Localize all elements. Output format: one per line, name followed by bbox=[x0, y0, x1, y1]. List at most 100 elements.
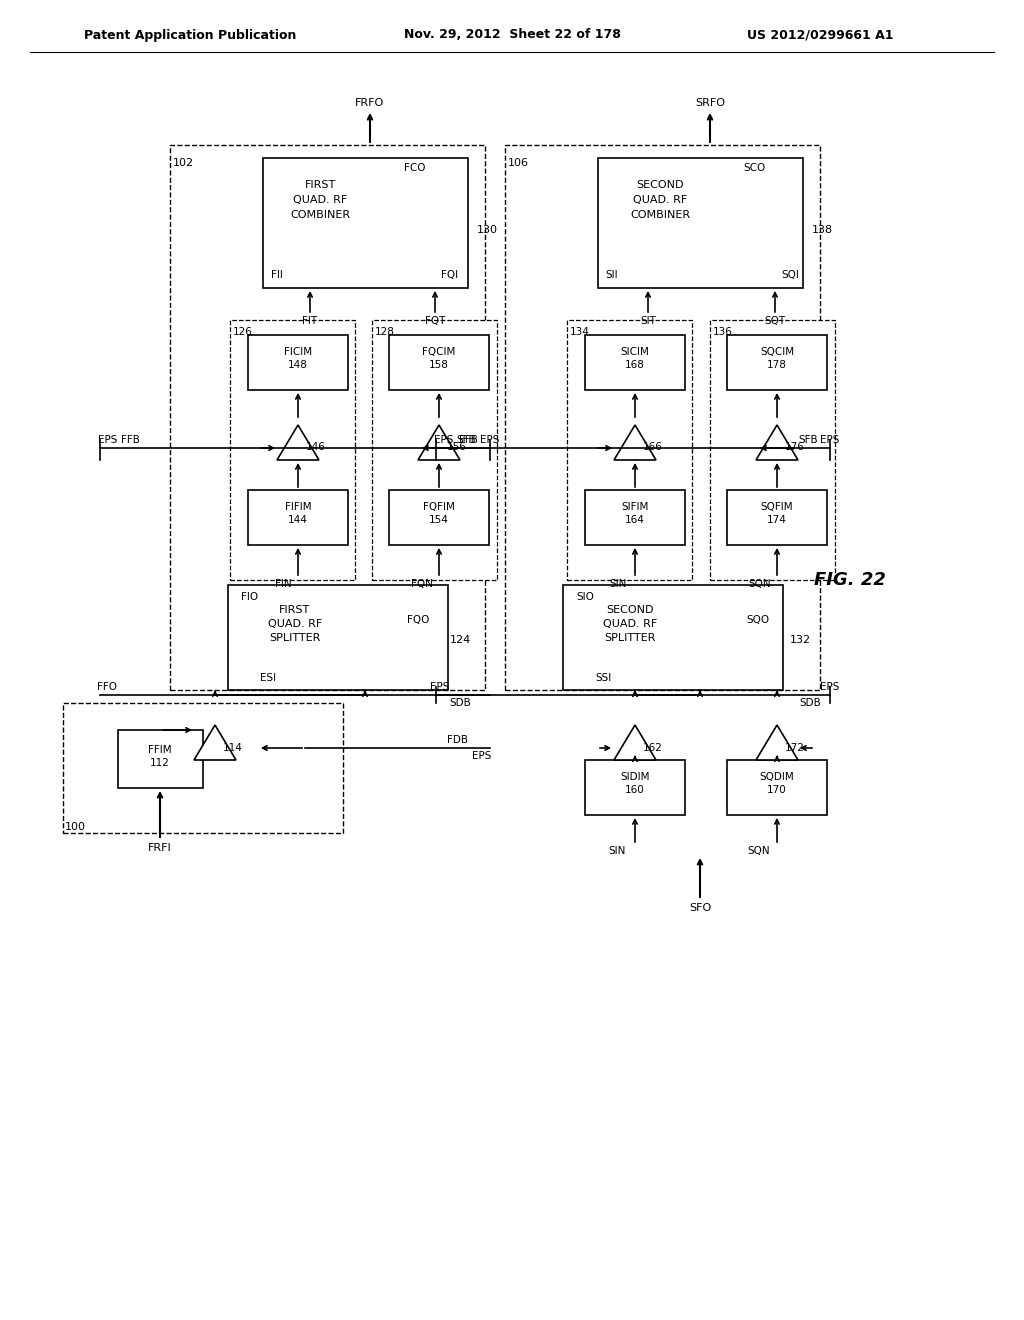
Text: SPLITTER: SPLITTER bbox=[269, 634, 321, 643]
Text: 178: 178 bbox=[767, 360, 786, 370]
Text: FQN: FQN bbox=[411, 579, 433, 589]
Bar bbox=[230, 319, 355, 579]
Text: SQT: SQT bbox=[765, 315, 785, 326]
Text: 102: 102 bbox=[172, 158, 194, 168]
Text: SFB: SFB bbox=[456, 436, 476, 445]
Bar bbox=[727, 335, 827, 389]
Text: FCO: FCO bbox=[404, 162, 426, 173]
Text: 160: 160 bbox=[625, 785, 645, 795]
Text: FFIM: FFIM bbox=[148, 744, 172, 755]
Polygon shape bbox=[418, 425, 460, 459]
Text: FIRST: FIRST bbox=[304, 180, 336, 190]
Text: SFB: SFB bbox=[798, 436, 818, 445]
Text: SIDIM: SIDIM bbox=[621, 772, 650, 781]
Text: SIO: SIO bbox=[577, 591, 594, 602]
Text: FIRST: FIRST bbox=[280, 605, 310, 615]
Bar bbox=[263, 158, 468, 288]
Text: EPS: EPS bbox=[820, 682, 840, 692]
Text: 168: 168 bbox=[625, 360, 645, 370]
Text: US 2012/0299661 A1: US 2012/0299661 A1 bbox=[746, 29, 893, 41]
Text: 166: 166 bbox=[643, 442, 663, 451]
Bar bbox=[585, 490, 685, 545]
Bar bbox=[248, 490, 348, 545]
Text: SSI: SSI bbox=[595, 673, 611, 682]
Text: 170: 170 bbox=[767, 785, 786, 795]
Text: FQCIM: FQCIM bbox=[422, 347, 456, 356]
Text: 146: 146 bbox=[306, 442, 326, 451]
Text: Nov. 29, 2012  Sheet 22 of 178: Nov. 29, 2012 Sheet 22 of 178 bbox=[403, 29, 621, 41]
Text: SIN: SIN bbox=[608, 846, 626, 855]
Text: 114: 114 bbox=[223, 743, 243, 752]
Text: EPS: EPS bbox=[430, 682, 450, 692]
Bar bbox=[63, 704, 343, 833]
Text: SQDIM: SQDIM bbox=[760, 772, 795, 781]
Text: QUAD. RF: QUAD. RF bbox=[268, 619, 323, 630]
Text: 138: 138 bbox=[811, 224, 833, 235]
Text: SRFO: SRFO bbox=[695, 98, 725, 108]
Bar bbox=[389, 335, 489, 389]
Text: SIT: SIT bbox=[640, 315, 656, 326]
Polygon shape bbox=[756, 425, 798, 459]
Text: EPS: EPS bbox=[472, 751, 492, 762]
Bar bbox=[585, 335, 685, 389]
Text: EPS: EPS bbox=[820, 436, 840, 445]
Bar bbox=[372, 319, 497, 579]
Text: 158: 158 bbox=[429, 360, 449, 370]
Bar bbox=[585, 760, 685, 814]
Text: EPS: EPS bbox=[98, 436, 118, 445]
Text: SQN: SQN bbox=[749, 579, 771, 589]
Text: SICIM: SICIM bbox=[621, 347, 649, 356]
Text: SCO: SCO bbox=[743, 162, 766, 173]
Text: FIG. 22: FIG. 22 bbox=[814, 572, 886, 589]
Text: 128: 128 bbox=[375, 327, 395, 337]
Text: FFB: FFB bbox=[121, 436, 139, 445]
Text: Patent Application Publication: Patent Application Publication bbox=[84, 29, 296, 41]
Text: 124: 124 bbox=[450, 635, 471, 645]
Text: SQN: SQN bbox=[748, 846, 770, 855]
Text: 100: 100 bbox=[65, 822, 85, 832]
Text: 132: 132 bbox=[790, 635, 811, 645]
Bar bbox=[248, 335, 348, 389]
Text: SPLITTER: SPLITTER bbox=[604, 634, 655, 643]
Text: FIN: FIN bbox=[274, 579, 291, 589]
Bar bbox=[563, 585, 783, 690]
Polygon shape bbox=[614, 725, 656, 760]
Bar bbox=[710, 319, 835, 579]
Text: 174: 174 bbox=[767, 515, 786, 525]
Text: SIN: SIN bbox=[609, 579, 627, 589]
Bar bbox=[567, 319, 692, 579]
Bar bbox=[228, 585, 449, 690]
Text: SII: SII bbox=[605, 271, 618, 280]
Text: SFO: SFO bbox=[689, 903, 711, 913]
Text: FDB: FDB bbox=[447, 735, 469, 744]
Bar bbox=[170, 145, 485, 690]
Text: QUAD. RF: QUAD. RF bbox=[603, 619, 657, 630]
Text: SQCIM: SQCIM bbox=[760, 347, 794, 356]
Text: ESI: ESI bbox=[260, 673, 276, 682]
Text: FIFIM: FIFIM bbox=[285, 502, 311, 512]
Text: FQT: FQT bbox=[425, 315, 445, 326]
Text: 112: 112 bbox=[151, 758, 170, 768]
Text: FIT: FIT bbox=[302, 315, 317, 326]
Polygon shape bbox=[756, 725, 798, 760]
Text: FFB: FFB bbox=[459, 436, 477, 445]
Text: 164: 164 bbox=[625, 515, 645, 525]
Text: SIFIM: SIFIM bbox=[622, 502, 648, 512]
Text: 148: 148 bbox=[288, 360, 308, 370]
Text: 144: 144 bbox=[288, 515, 308, 525]
Bar bbox=[598, 158, 803, 288]
Text: FFO: FFO bbox=[97, 682, 117, 692]
Text: EPS: EPS bbox=[434, 436, 454, 445]
Bar bbox=[727, 760, 827, 814]
Text: SQI: SQI bbox=[781, 271, 799, 280]
Text: FRFI: FRFI bbox=[148, 843, 172, 853]
Text: FII: FII bbox=[271, 271, 283, 280]
Text: SQO: SQO bbox=[746, 615, 770, 624]
Text: QUAD. RF: QUAD. RF bbox=[293, 195, 347, 205]
Text: EPS: EPS bbox=[480, 436, 500, 445]
Text: 156: 156 bbox=[447, 442, 467, 451]
Text: SECOND: SECOND bbox=[636, 180, 684, 190]
Bar bbox=[505, 145, 820, 690]
Text: 154: 154 bbox=[429, 515, 449, 525]
Text: FQFIM: FQFIM bbox=[423, 502, 455, 512]
